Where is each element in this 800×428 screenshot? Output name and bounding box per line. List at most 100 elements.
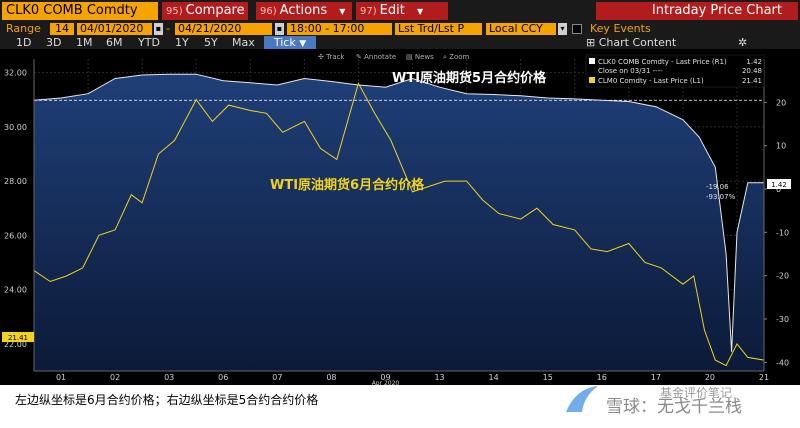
x-tick-label: 16 [597,373,607,382]
key-events-label: Key Events [590,22,651,35]
x-tick-label: 09 [380,373,390,382]
left-tick-label: 32.00 [4,69,27,78]
zoom-tool-icon: ⌕ [443,53,449,61]
may-contract-area [34,74,764,371]
start-date-field[interactable]: 04/01/2020 [77,23,152,35]
chart-content-label: Chart Content [598,36,677,49]
right-tick-label: -10 [776,228,789,237]
x-tick-label: 03 [164,373,174,382]
legend-box [585,54,765,88]
compare-menu-label: Compare [185,3,245,18]
legend-label-close: Close on 03/31 ---- [598,67,663,75]
currency-dropdown-icon[interactable]: ▾ [558,23,567,35]
period-1m-button[interactable]: 1M [76,36,93,49]
edit-menu[interactable]: 97) Edit ▼ [356,2,448,20]
legend-label-june: CLM0 Comdty - Last Price (L1) [598,77,704,85]
left-tick-label: 26.00 [4,231,27,240]
x-tick-label: 17 [651,373,661,382]
x-tick-label: 20 [705,373,715,382]
settings-gear-icon[interactable]: ✲ [738,36,748,49]
chart-content-icon: ⊞ [586,36,599,49]
x-tick-label: 15 [543,373,553,382]
range-label: Range [6,22,41,35]
annotate-tool-label: Annotate [364,53,396,61]
plot-tools: ✣ Track ✎ Annotate ▤ News ⌕ Zoom [318,53,470,61]
compare-menu-number: 95) [166,6,183,17]
period-5y-button[interactable]: 5Y [204,36,218,49]
may-contract-line [33,73,764,352]
actions-menu[interactable]: 96) Actions ▼ [256,2,352,20]
annotate-tool-icon: ✎ [356,53,364,61]
legend-swatch-may [589,58,595,64]
period-max-button[interactable]: Max [232,36,255,49]
june-contract-line [33,82,765,367]
news-tool-label: News [415,53,434,61]
last-price-tag-left: 21.41 [2,332,34,342]
legend-value-june: 21.41 [742,77,762,85]
chart-caption: 左边纵坐标是6月合约价格；右边纵坐标是5合约合约价格 [15,393,319,407]
annotate-tool[interactable]: ✎ Annotate [356,53,396,61]
period-1d-button[interactable]: 1D [16,36,32,49]
legend-swatch-june [589,77,595,83]
zoom-tool-label: Zoom [449,53,469,61]
period-3d-button[interactable]: 3D [46,36,62,49]
ticker-field[interactable]: CLK0 COMB Comdty [2,2,158,20]
track-tool-icon: ✣ [318,53,326,61]
left-tick-label: 22.00 [4,340,27,349]
range-days-field[interactable]: 14 [50,23,74,35]
snowball-logo-icon [566,386,598,412]
legend-value-may: 1.42 [746,58,762,66]
x-axis-month-label: Apr 2020 [372,380,400,385]
compare-menu[interactable]: 95) Compare [162,2,248,20]
right-tag-value: 1.42 [771,181,787,189]
intraday-price-chart[interactable]: 22.00 24.00 26.00 28.00 30.00 32.00 -40 -30 -20 -… [0,49,800,385]
end-calendar-icon[interactable]: ▪ [275,23,284,35]
x-tick-label: 01 [56,373,66,382]
end-date-field[interactable]: 04/21/2020 [175,23,272,35]
chart-legend: CLK0 COMB Comdty - Last Price (R1) 1.42 … [585,54,765,88]
tick-dropdown-icon: ▼ [299,39,307,49]
track-tool-label: Track [325,53,345,61]
news-tool-icon: ▤ [406,53,415,61]
left-tick-label: 24.00 [4,286,27,295]
may-contract-annotation: WTI原油期货5月合约价格 [392,70,547,86]
tick-button[interactable]: Tick ▼ [264,36,316,49]
x-tick-label: 21 [759,373,769,382]
key-events-checkbox[interactable] [572,24,582,34]
edit-menu-number: 97) [360,6,377,17]
actions-dropdown-icon: ▼ [339,7,346,16]
news-tool[interactable]: ▤ News [406,53,434,61]
edit-dropdown-icon: ▼ [416,7,424,16]
period-6m-button[interactable]: 6M [106,36,123,49]
x-tick-label: 13 [434,373,444,382]
watermark: 雪球：无戈千兰栈 基金评价笔记 [562,382,798,426]
left-tick-label: 30.00 [4,123,27,132]
chart-content-button[interactable]: ⊞ Chart Content [586,36,676,49]
right-tick-label: -20 [776,272,789,281]
tick-button-label: Tick [273,36,296,49]
track-tool[interactable]: ✣ Track [318,53,345,61]
right-tick-label: -30 [776,315,789,324]
actions-menu-number: 96) [260,6,277,17]
zoom-tool[interactable]: ⌕ Zoom [443,53,470,61]
window-title: Intraday Price Chart [596,2,798,20]
right-tick-label: 20 [776,98,786,107]
start-calendar-icon[interactable]: ▪ [154,23,163,35]
range-bar: Range 14 04/01/2020 ▪ - 04/21/2020 ▪ 18:… [0,22,800,36]
last-price-tag-right: 1.42 [767,179,791,189]
x-tick-label: 08 [326,373,336,382]
legend-value-close: 20.48 [742,67,762,75]
period-bar: 1D 3D 1M 6M YTD 1Y 5Y Max Tick ▼ ⊞ Chart… [0,36,800,49]
watermark-subtitle: 基金评价笔记 [660,386,733,400]
currency-field[interactable]: Local CCY [486,23,556,35]
change-percent: -93.07% [706,193,736,201]
period-ytd-button[interactable]: YTD [138,36,160,49]
change-value: -19.06 [706,183,729,191]
left-tag-value: 21.41 [8,334,28,342]
period-1y-button[interactable]: 1Y [175,36,189,49]
legend-label-may: CLK0 COMB Comdty - Last Price (R1) [598,58,727,66]
right-tick-label: -40 [776,358,789,367]
chart-axes: 22.00 24.00 26.00 28.00 30.00 32.00 -40 -30 -20 -… [4,59,789,385]
price-type-field[interactable]: Lst Trd/Lst P [395,23,482,35]
time-range-field[interactable]: 18:00 - 17:00 [287,23,392,35]
